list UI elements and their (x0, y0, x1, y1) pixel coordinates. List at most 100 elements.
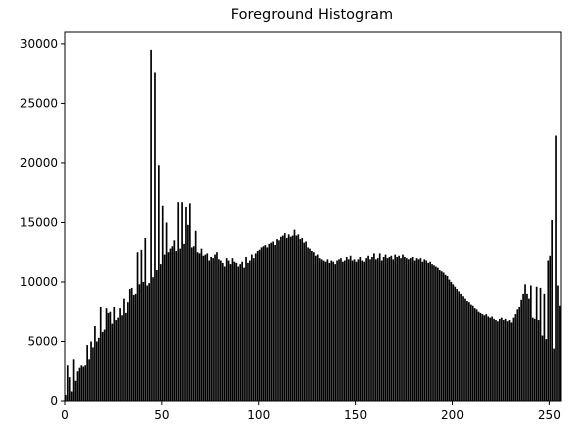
bar (156, 270, 158, 401)
bar (249, 260, 251, 401)
bar (237, 266, 240, 401)
x-tick-label: 0 (61, 408, 69, 422)
bar (390, 255, 393, 401)
bar (491, 316, 493, 401)
bar (489, 317, 491, 401)
bar (419, 258, 422, 401)
bar (212, 258, 214, 401)
bar (518, 306, 521, 401)
bar (322, 260, 325, 401)
bar (272, 241, 274, 401)
bar (493, 318, 495, 401)
chart-title: Foreground Histogram (231, 7, 393, 23)
bar (266, 247, 269, 401)
bar (407, 259, 410, 401)
bar (477, 311, 480, 401)
bar (278, 240, 280, 401)
bar (328, 262, 331, 401)
bar (305, 241, 307, 401)
bar (369, 259, 371, 401)
bar (506, 321, 509, 401)
y-tick-label: 5000 (27, 334, 58, 348)
bar (456, 289, 459, 401)
bar (78, 367, 81, 401)
bar (283, 233, 286, 401)
bar (243, 267, 245, 401)
bar (146, 285, 149, 401)
bar (84, 365, 87, 401)
y-tick-label: 30000 (20, 37, 58, 51)
bar (342, 261, 344, 401)
bar (276, 239, 278, 401)
bar (189, 203, 191, 401)
bar (388, 256, 391, 401)
bar (274, 245, 276, 401)
bar (96, 341, 98, 401)
bar (504, 318, 507, 401)
y-tick-label: 10000 (20, 275, 58, 289)
bar (524, 284, 526, 401)
bar (400, 258, 402, 401)
y-tick-label: 20000 (20, 156, 58, 170)
bar (531, 317, 534, 401)
bar (99, 306, 102, 401)
bar (440, 271, 443, 401)
bar (231, 258, 234, 401)
bar (458, 291, 460, 401)
x-tick-label: 150 (344, 408, 367, 422)
bar (452, 284, 455, 401)
bar (204, 254, 207, 401)
bar (76, 371, 79, 401)
bar (396, 256, 398, 401)
bar (127, 302, 129, 401)
bar (380, 260, 383, 401)
bar (136, 252, 139, 401)
bar (425, 260, 428, 401)
bar (373, 253, 375, 401)
bar (508, 320, 511, 401)
bar (299, 239, 302, 401)
bar (150, 49, 152, 402)
bar (297, 234, 300, 401)
bar (88, 359, 90, 401)
bar (522, 293, 524, 401)
bar (475, 309, 478, 401)
bar (442, 272, 445, 401)
bar (280, 236, 282, 401)
bar (429, 261, 431, 401)
bar (394, 254, 397, 401)
bar (140, 249, 143, 401)
bar (202, 255, 205, 401)
bar (285, 237, 288, 401)
bar (427, 262, 429, 401)
bar (402, 254, 404, 401)
bar (190, 247, 193, 401)
bar (466, 301, 468, 401)
bar (528, 298, 530, 401)
bar (487, 316, 490, 401)
bar (109, 311, 112, 401)
bar (448, 279, 451, 401)
bar (404, 256, 406, 401)
bar (464, 298, 466, 401)
bar (258, 249, 261, 401)
bar (499, 318, 501, 401)
bar (516, 309, 519, 401)
bar (163, 254, 166, 401)
bar (220, 260, 222, 401)
bar (192, 246, 195, 401)
bar (105, 308, 108, 401)
bar (555, 135, 557, 402)
bar (483, 315, 486, 401)
bar (421, 261, 424, 401)
bar (291, 235, 294, 401)
bar (154, 72, 156, 401)
bar (512, 317, 515, 401)
bar (218, 259, 220, 401)
bar (123, 298, 125, 401)
bar (198, 253, 201, 401)
bar (386, 258, 389, 401)
bar (371, 256, 373, 401)
bar (309, 248, 311, 401)
bar (365, 258, 367, 401)
